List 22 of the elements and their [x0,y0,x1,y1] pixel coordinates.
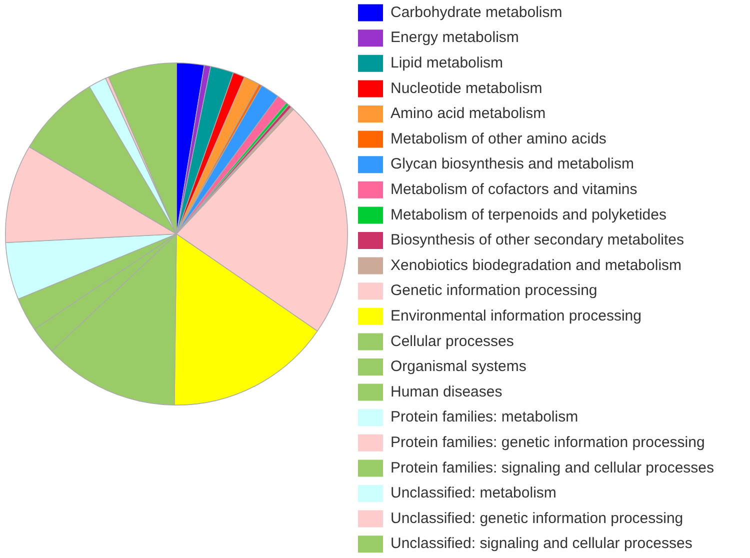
legend-label: Carbohydrate metabolism [390,4,562,21]
legend-label: Protein families: genetic information processing [390,434,705,452]
legend-label: Human diseases [390,383,502,400]
legend-label: Unclassified: signaling and cellular processes [390,535,692,552]
legend-label: Metabolism of other amino acids [390,130,606,148]
legend-label: Amino acid metabolism [390,105,546,122]
legend-label: Biosynthesis of other secondary metabolites [390,232,684,249]
legend-label: Genetic information processing [390,282,598,300]
legend-label: Environmental information processing [390,308,642,325]
legend-label: Protein families: signaling and cellular processes [390,459,714,476]
legend-label: Nucleotide metabolism [390,80,542,97]
legend-label: Protein families: metabolism [390,408,578,426]
legend-label: Organismal systems [390,358,526,376]
legend-label: Unclassified: metabolism [390,484,556,502]
legend-label: Xenobiotics biodegradation and metabolism [390,256,682,274]
legend-label: Unclassified: genetic information processing [390,510,684,527]
legend-label: Metabolism of terpenoids and polyketides [390,206,667,224]
legend-label: Energy metabolism [390,29,519,46]
legend-label: Glycan biosynthesis and metabolism [390,156,634,173]
legend-label: Metabolism of cofactors and vitamins [390,181,638,198]
legend-label: Lipid metabolism [390,54,504,72]
legend-label: Cellular processes [390,332,514,350]
